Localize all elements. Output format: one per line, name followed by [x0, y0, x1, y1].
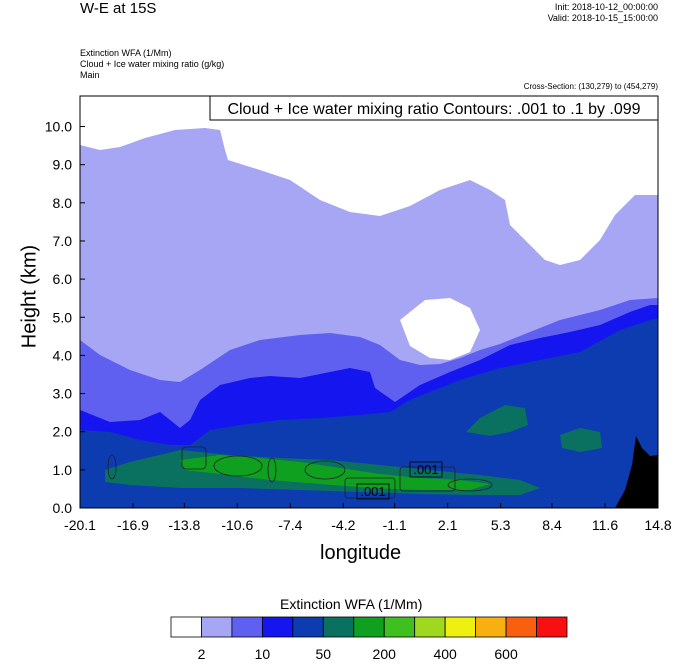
- colorbar-tick-label: 400: [433, 646, 457, 662]
- contour-ring: [399, 466, 456, 492]
- contour-ring: [344, 477, 396, 499]
- y-tick-label: 2.0: [53, 424, 73, 440]
- x-tick-label: -7.4: [278, 517, 302, 533]
- y-tick-label: 1.0: [53, 462, 73, 478]
- contour-label: .001: [360, 484, 385, 499]
- colorbar-swatch: [170, 616, 202, 638]
- contour-annotation-text: Cloud + Ice water mixing ratio Contours:…: [227, 101, 640, 118]
- x-tick-label: -10.6: [221, 517, 253, 533]
- x-tick-label: 11.6: [592, 517, 618, 533]
- contour-annotation: Cloud + Ice water mixing ratio Contours:…: [209, 95, 659, 121]
- colorbar-swatch: [231, 616, 263, 638]
- chart-title: W-E at 15S: [80, 0, 157, 17]
- y-axis: 0.0 1.0 2.0 3.0 4.0 5.0 6.0 7.0 8.0 9.0 10.0: [45, 119, 85, 516]
- colorbar-tick-label: 10: [255, 646, 271, 662]
- y-tick-label: 3.0: [53, 386, 73, 402]
- y-tick-label: 9.0: [53, 157, 73, 173]
- contour-ring: [447, 478, 493, 492]
- x-axis: -20.1 -16.9 -13.8 -10.6 -7.4 -4.2 -1.1 2.1 5.3 8.…: [64, 503, 672, 533]
- contour-ring: [213, 455, 263, 477]
- field-label-main: Main: [80, 70, 100, 80]
- colorbar-swatch: [201, 616, 233, 638]
- contour-ring: [181, 446, 207, 470]
- y-tick-label: 8.0: [53, 195, 73, 211]
- colorbar-swatch: [383, 616, 416, 638]
- contour-label-box: [409, 461, 443, 478]
- colorbar-title: Extinction WFA (1/Mm): [280, 596, 423, 612]
- colorbar-swatch: [536, 616, 568, 638]
- y-tick-label: 6.0: [53, 271, 73, 287]
- y-tick-label: 5.0: [53, 309, 73, 325]
- colorbar-tick-label: 2: [198, 646, 206, 662]
- field-label-extinction: Extinction WFA (1/Mm): [80, 48, 172, 58]
- colorbar-swatch: [261, 616, 294, 638]
- colorbar-swatch: [444, 616, 477, 638]
- x-tick-label: 2.1: [438, 517, 458, 533]
- y-axis-label: Height (km): [18, 244, 41, 349]
- contour-ring: [304, 460, 346, 480]
- x-tick-label: 8.4: [542, 517, 562, 533]
- y-tick-label: 4.0: [53, 347, 73, 363]
- contour-ring: [267, 457, 277, 483]
- y-tick-label: 10.0: [45, 119, 72, 135]
- plot-field: [80, 96, 658, 508]
- colorbar-swatch: [353, 616, 385, 638]
- colorbar-swatch: [414, 616, 446, 638]
- x-tick-label: 14.8: [644, 517, 671, 533]
- band-white-hole: [400, 298, 480, 360]
- colorbar-swatch: [322, 616, 355, 638]
- colorbar-swatch: [505, 616, 537, 638]
- valid-time: Valid: 2018-10-15_15:00:00: [547, 13, 658, 23]
- cross-section-label: Cross-Section: (130,279) to (454,279): [523, 82, 658, 91]
- contour-ring: [107, 454, 117, 480]
- x-tick-label: 5.3: [491, 517, 511, 533]
- x-tick-label: -16.9: [117, 517, 149, 533]
- colorbar-tick-label: 600: [494, 646, 518, 662]
- contour-labels: .001 .001: [356, 461, 443, 500]
- colorbar-tick-label: 200: [373, 646, 397, 662]
- colorbar-swatch: [292, 616, 324, 638]
- field-label-mixing-ratio: Cloud + Ice water mixing ratio (g/kg): [80, 59, 225, 69]
- colorbar-tick-label: 50: [316, 646, 332, 662]
- contour-label: .001: [413, 462, 438, 477]
- band-green-low: [180, 455, 490, 490]
- x-tick-label: -1.1: [383, 517, 407, 533]
- band-teal-patch-1: [466, 405, 528, 436]
- init-time: Init: 2018-10-12_00:00:00: [554, 2, 658, 12]
- y-tick-label: 0.0: [53, 500, 73, 516]
- band-black-terrain: [615, 436, 658, 508]
- x-axis-label: longitude: [320, 542, 402, 564]
- colorbar: 2 10 50 200 400 600: [170, 616, 568, 662]
- x-tick-label: -13.8: [168, 517, 200, 533]
- band-teal-patch-2: [560, 428, 602, 452]
- contour-label-box: [356, 483, 390, 500]
- x-tick-label: -4.2: [331, 517, 355, 533]
- x-tick-label: -20.1: [64, 517, 96, 533]
- contour-lines: [107, 446, 493, 499]
- y-tick-label: 7.0: [53, 233, 73, 249]
- colorbar-swatch: [475, 616, 507, 638]
